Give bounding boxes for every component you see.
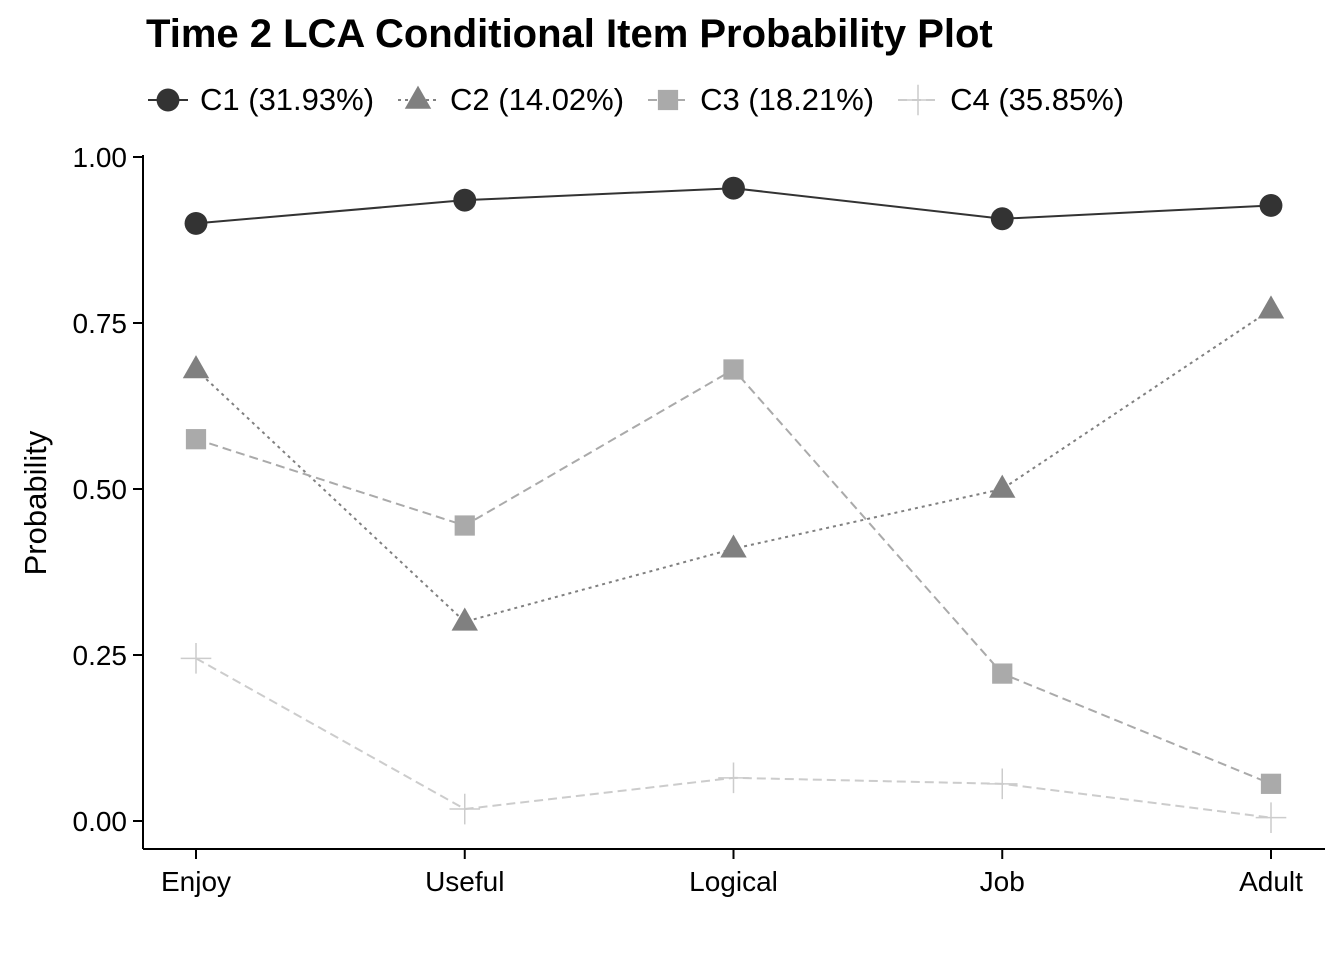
legend-key-marker xyxy=(404,85,432,109)
data-point xyxy=(184,211,208,235)
data-point xyxy=(1255,802,1287,833)
y-tick-label: 0.25 xyxy=(73,640,128,671)
circle-icon xyxy=(148,88,188,112)
series-4 xyxy=(180,643,1287,833)
series-1 xyxy=(184,176,1283,235)
data-point xyxy=(986,768,1018,800)
legend-item-c3: C3 (18.21%) xyxy=(646,78,874,122)
data-point xyxy=(454,515,475,536)
data-point xyxy=(449,793,481,825)
data-point xyxy=(180,643,212,674)
legend-key-marker xyxy=(902,84,934,116)
legend-label-c2: C2 (14.02%) xyxy=(450,82,625,117)
x-tick-label: Enjoy xyxy=(161,866,231,897)
y-tick-label: 0.00 xyxy=(73,806,128,837)
legend-label-c4: C4 (35.85%) xyxy=(950,82,1125,117)
legend-key-marker xyxy=(156,88,180,112)
series-line-3 xyxy=(195,368,1272,785)
triangle-icon xyxy=(398,85,439,109)
legend-item-c4: C4 (35.85%) xyxy=(896,78,1124,122)
data-point xyxy=(451,607,478,631)
series-line-2 xyxy=(195,308,1272,623)
y-tick-label: 0.50 xyxy=(73,474,128,505)
data-point xyxy=(723,359,744,380)
legend-key-marker xyxy=(657,89,679,111)
legend-label-c3: C3 (18.21%) xyxy=(700,82,875,117)
x-tick-label: Adult xyxy=(1239,866,1303,897)
series-line-4 xyxy=(195,657,1272,819)
legend-item-c2: C2 (14.02%) xyxy=(396,78,624,122)
square-icon xyxy=(648,89,689,111)
data-point xyxy=(1257,295,1285,319)
plus-icon xyxy=(898,84,939,116)
chart-title: Time 2 LCA Conditional Item Probability … xyxy=(146,12,993,56)
series-2 xyxy=(182,295,1285,631)
data-point xyxy=(992,663,1013,684)
data-point xyxy=(185,429,207,450)
data-point xyxy=(453,188,477,212)
data-point xyxy=(1260,773,1282,794)
legend: C1 (31.93%) C2 (14.02%) C3 (18.21%) C4 (… xyxy=(146,78,1146,122)
data-point xyxy=(720,534,747,558)
legend-item-c1: C1 (31.93%) xyxy=(146,78,374,122)
data-point xyxy=(718,762,749,794)
y-axis-label: Probability xyxy=(18,430,53,575)
data-point xyxy=(1259,194,1283,217)
y-tick-label: 1.00 xyxy=(73,142,128,173)
x-tick-label: Useful xyxy=(425,866,504,897)
data-point xyxy=(989,474,1016,498)
series-3 xyxy=(185,359,1282,794)
x-tick-label: Job xyxy=(980,866,1025,897)
x-tick-label: Logical xyxy=(689,866,778,897)
legend-label-c1: C1 (31.93%) xyxy=(200,82,375,117)
data-point xyxy=(990,207,1014,231)
data-point xyxy=(182,355,210,379)
y-tick-label: 0.75 xyxy=(73,308,128,339)
data-point xyxy=(722,176,745,200)
